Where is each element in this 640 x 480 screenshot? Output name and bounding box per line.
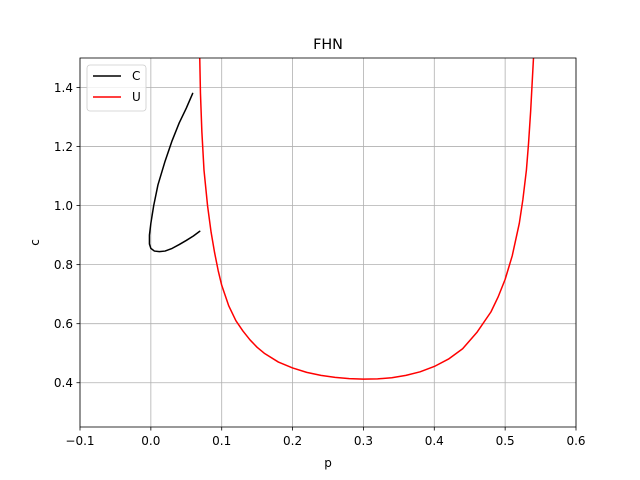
x-tick-label: 0.1	[212, 434, 231, 448]
legend-label-u: U	[132, 90, 141, 104]
x-tick-label: 0.0	[141, 434, 160, 448]
y-tick-label: 0.6	[54, 317, 73, 331]
x-tick-label: 0.5	[496, 434, 515, 448]
series-layer	[148, 58, 535, 380]
legend-label-c: C	[132, 69, 140, 83]
legend: C U	[86, 64, 147, 112]
y-tick-label: 0.4	[54, 376, 73, 390]
x-tick-label: −0.1	[65, 434, 94, 448]
y-axis-label: c	[28, 239, 42, 246]
series-line-u	[199, 58, 535, 380]
y-tick-label: 0.8	[54, 258, 73, 272]
x-tick-label: 0.2	[283, 434, 302, 448]
axes-frame	[79, 57, 577, 428]
x-tick-label: 0.4	[425, 434, 444, 448]
x-axis-label: p	[324, 456, 332, 470]
x-tick-label: 0.6	[566, 434, 585, 448]
y-tick-label: 1.4	[54, 81, 73, 95]
y-tick-label: 1.2	[54, 140, 73, 154]
chart-title: FHN	[313, 37, 343, 53]
ticks: −0.1 0.0 0.1 0.2 0.3 0.4 0.5 0.6 0.4 0.6 0.8 1.0 1.2…	[54, 81, 586, 448]
series-line-c	[148, 92, 201, 253]
x-tick-label: 0.3	[354, 434, 373, 448]
y-tick-label: 1.0	[54, 199, 73, 213]
